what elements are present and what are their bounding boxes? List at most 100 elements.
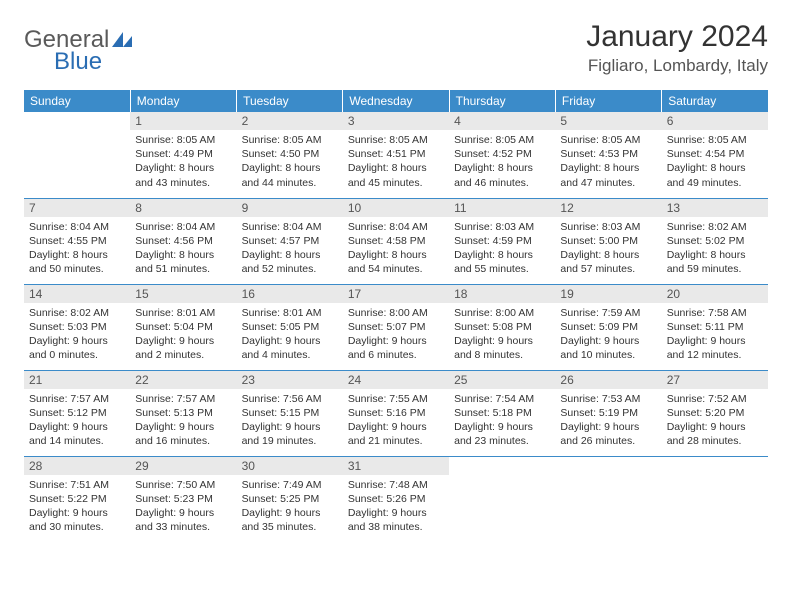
daylight-text: Daylight: 9 hours and 28 minutes. xyxy=(667,420,763,448)
day-number: 22 xyxy=(130,371,236,389)
sunset-text: Sunset: 5:15 PM xyxy=(242,406,338,420)
calendar-day-cell: 20Sunrise: 7:58 AMSunset: 5:11 PMDayligh… xyxy=(662,284,768,370)
sunset-text: Sunset: 5:16 PM xyxy=(348,406,444,420)
location: Figliaro, Lombardy, Italy xyxy=(586,56,768,76)
daylight-text: Daylight: 8 hours and 57 minutes. xyxy=(560,248,656,276)
daylight-text: Daylight: 9 hours and 23 minutes. xyxy=(454,420,550,448)
daylight-text: Daylight: 9 hours and 19 minutes. xyxy=(242,420,338,448)
daylight-text: Daylight: 9 hours and 0 minutes. xyxy=(29,334,125,362)
day-number: 16 xyxy=(237,285,343,303)
calendar-day-cell: 28Sunrise: 7:51 AMSunset: 5:22 PMDayligh… xyxy=(24,456,130,542)
sunrise-text: Sunrise: 7:48 AM xyxy=(348,478,444,492)
calendar-day-cell xyxy=(449,456,555,542)
sunset-text: Sunset: 5:18 PM xyxy=(454,406,550,420)
sunset-text: Sunset: 5:04 PM xyxy=(135,320,231,334)
day-number: 7 xyxy=(24,199,130,217)
sunset-text: Sunset: 4:56 PM xyxy=(135,234,231,248)
calendar-day-cell: 1Sunrise: 8:05 AMSunset: 4:49 PMDaylight… xyxy=(130,112,236,198)
daylight-text: Daylight: 9 hours and 8 minutes. xyxy=(454,334,550,362)
day-number: 17 xyxy=(343,285,449,303)
calendar-day-cell: 31Sunrise: 7:48 AMSunset: 5:26 PMDayligh… xyxy=(343,456,449,542)
daylight-text: Daylight: 8 hours and 51 minutes. xyxy=(135,248,231,276)
day-details: Sunrise: 8:05 AMSunset: 4:52 PMDaylight:… xyxy=(449,130,555,193)
sunrise-text: Sunrise: 8:01 AM xyxy=(135,306,231,320)
sunset-text: Sunset: 5:13 PM xyxy=(135,406,231,420)
sunrise-text: Sunrise: 7:55 AM xyxy=(348,392,444,406)
daylight-text: Daylight: 9 hours and 38 minutes. xyxy=(348,506,444,534)
calendar-day-cell: 12Sunrise: 8:03 AMSunset: 5:00 PMDayligh… xyxy=(555,198,661,284)
day-number: 15 xyxy=(130,285,236,303)
day-number: 31 xyxy=(343,457,449,475)
daylight-text: Daylight: 8 hours and 55 minutes. xyxy=(454,248,550,276)
calendar-day-cell: 19Sunrise: 7:59 AMSunset: 5:09 PMDayligh… xyxy=(555,284,661,370)
sunset-text: Sunset: 4:51 PM xyxy=(348,147,444,161)
sunset-text: Sunset: 5:19 PM xyxy=(560,406,656,420)
day-details: Sunrise: 8:01 AMSunset: 5:04 PMDaylight:… xyxy=(130,303,236,366)
calendar-week-row: 21Sunrise: 7:57 AMSunset: 5:12 PMDayligh… xyxy=(24,370,768,456)
sunrise-text: Sunrise: 7:59 AM xyxy=(560,306,656,320)
day-details: Sunrise: 7:58 AMSunset: 5:11 PMDaylight:… xyxy=(662,303,768,366)
day-number: 19 xyxy=(555,285,661,303)
day-number: 1 xyxy=(130,112,236,130)
sunset-text: Sunset: 4:59 PM xyxy=(454,234,550,248)
sunrise-text: Sunrise: 7:51 AM xyxy=(29,478,125,492)
calendar-day-cell: 3Sunrise: 8:05 AMSunset: 4:51 PMDaylight… xyxy=(343,112,449,198)
day-details: Sunrise: 7:51 AMSunset: 5:22 PMDaylight:… xyxy=(24,475,130,538)
day-number: 9 xyxy=(237,199,343,217)
sunrise-text: Sunrise: 7:54 AM xyxy=(454,392,550,406)
sunrise-text: Sunrise: 8:03 AM xyxy=(560,220,656,234)
sunrise-text: Sunrise: 7:50 AM xyxy=(135,478,231,492)
daylight-text: Daylight: 8 hours and 50 minutes. xyxy=(29,248,125,276)
day-details: Sunrise: 7:53 AMSunset: 5:19 PMDaylight:… xyxy=(555,389,661,452)
day-details: Sunrise: 8:05 AMSunset: 4:51 PMDaylight:… xyxy=(343,130,449,193)
weekday-header: Tuesday xyxy=(237,90,343,112)
calendar-week-row: 1Sunrise: 8:05 AMSunset: 4:49 PMDaylight… xyxy=(24,112,768,198)
day-number: 25 xyxy=(449,371,555,389)
calendar-day-cell: 11Sunrise: 8:03 AMSunset: 4:59 PMDayligh… xyxy=(449,198,555,284)
sunrise-text: Sunrise: 8:05 AM xyxy=(560,133,656,147)
calendar-day-cell: 8Sunrise: 8:04 AMSunset: 4:56 PMDaylight… xyxy=(130,198,236,284)
day-details: Sunrise: 7:56 AMSunset: 5:15 PMDaylight:… xyxy=(237,389,343,452)
day-details: Sunrise: 8:05 AMSunset: 4:54 PMDaylight:… xyxy=(662,130,768,193)
day-details: Sunrise: 7:54 AMSunset: 5:18 PMDaylight:… xyxy=(449,389,555,452)
logo-text-blue: Blue xyxy=(54,48,102,75)
day-details: Sunrise: 8:02 AMSunset: 5:02 PMDaylight:… xyxy=(662,217,768,280)
calendar-day-cell xyxy=(662,456,768,542)
day-details: Sunrise: 8:03 AMSunset: 4:59 PMDaylight:… xyxy=(449,217,555,280)
day-details: Sunrise: 8:05 AMSunset: 4:50 PMDaylight:… xyxy=(237,130,343,193)
calendar-table: Sunday Monday Tuesday Wednesday Thursday… xyxy=(24,90,768,542)
calendar-day-cell: 24Sunrise: 7:55 AMSunset: 5:16 PMDayligh… xyxy=(343,370,449,456)
day-details: Sunrise: 7:57 AMSunset: 5:13 PMDaylight:… xyxy=(130,389,236,452)
calendar-week-row: 14Sunrise: 8:02 AMSunset: 5:03 PMDayligh… xyxy=(24,284,768,370)
calendar-day-cell: 26Sunrise: 7:53 AMSunset: 5:19 PMDayligh… xyxy=(555,370,661,456)
sunrise-text: Sunrise: 8:05 AM xyxy=(454,133,550,147)
calendar-day-cell: 21Sunrise: 7:57 AMSunset: 5:12 PMDayligh… xyxy=(24,370,130,456)
day-details: Sunrise: 8:04 AMSunset: 4:56 PMDaylight:… xyxy=(130,217,236,280)
day-number: 29 xyxy=(130,457,236,475)
day-number: 27 xyxy=(662,371,768,389)
sunset-text: Sunset: 5:05 PM xyxy=(242,320,338,334)
day-number: 8 xyxy=(130,199,236,217)
calendar-week-row: 28Sunrise: 7:51 AMSunset: 5:22 PMDayligh… xyxy=(24,456,768,542)
sunrise-text: Sunrise: 8:05 AM xyxy=(348,133,444,147)
day-number xyxy=(555,457,661,461)
day-details: Sunrise: 8:00 AMSunset: 5:07 PMDaylight:… xyxy=(343,303,449,366)
sunrise-text: Sunrise: 7:57 AM xyxy=(29,392,125,406)
day-number: 3 xyxy=(343,112,449,130)
sunset-text: Sunset: 4:53 PM xyxy=(560,147,656,161)
calendar-day-cell: 5Sunrise: 8:05 AMSunset: 4:53 PMDaylight… xyxy=(555,112,661,198)
day-details: Sunrise: 8:04 AMSunset: 4:57 PMDaylight:… xyxy=(237,217,343,280)
calendar-day-cell: 22Sunrise: 7:57 AMSunset: 5:13 PMDayligh… xyxy=(130,370,236,456)
day-number: 28 xyxy=(24,457,130,475)
day-details: Sunrise: 8:04 AMSunset: 4:55 PMDaylight:… xyxy=(24,217,130,280)
day-details: Sunrise: 7:50 AMSunset: 5:23 PMDaylight:… xyxy=(130,475,236,538)
daylight-text: Daylight: 8 hours and 52 minutes. xyxy=(242,248,338,276)
calendar-day-cell: 29Sunrise: 7:50 AMSunset: 5:23 PMDayligh… xyxy=(130,456,236,542)
day-number: 5 xyxy=(555,112,661,130)
sunset-text: Sunset: 4:50 PM xyxy=(242,147,338,161)
day-number: 14 xyxy=(24,285,130,303)
sunrise-text: Sunrise: 8:04 AM xyxy=(29,220,125,234)
daylight-text: Daylight: 8 hours and 59 minutes. xyxy=(667,248,763,276)
weekday-header: Friday xyxy=(555,90,661,112)
calendar-day-cell xyxy=(24,112,130,198)
